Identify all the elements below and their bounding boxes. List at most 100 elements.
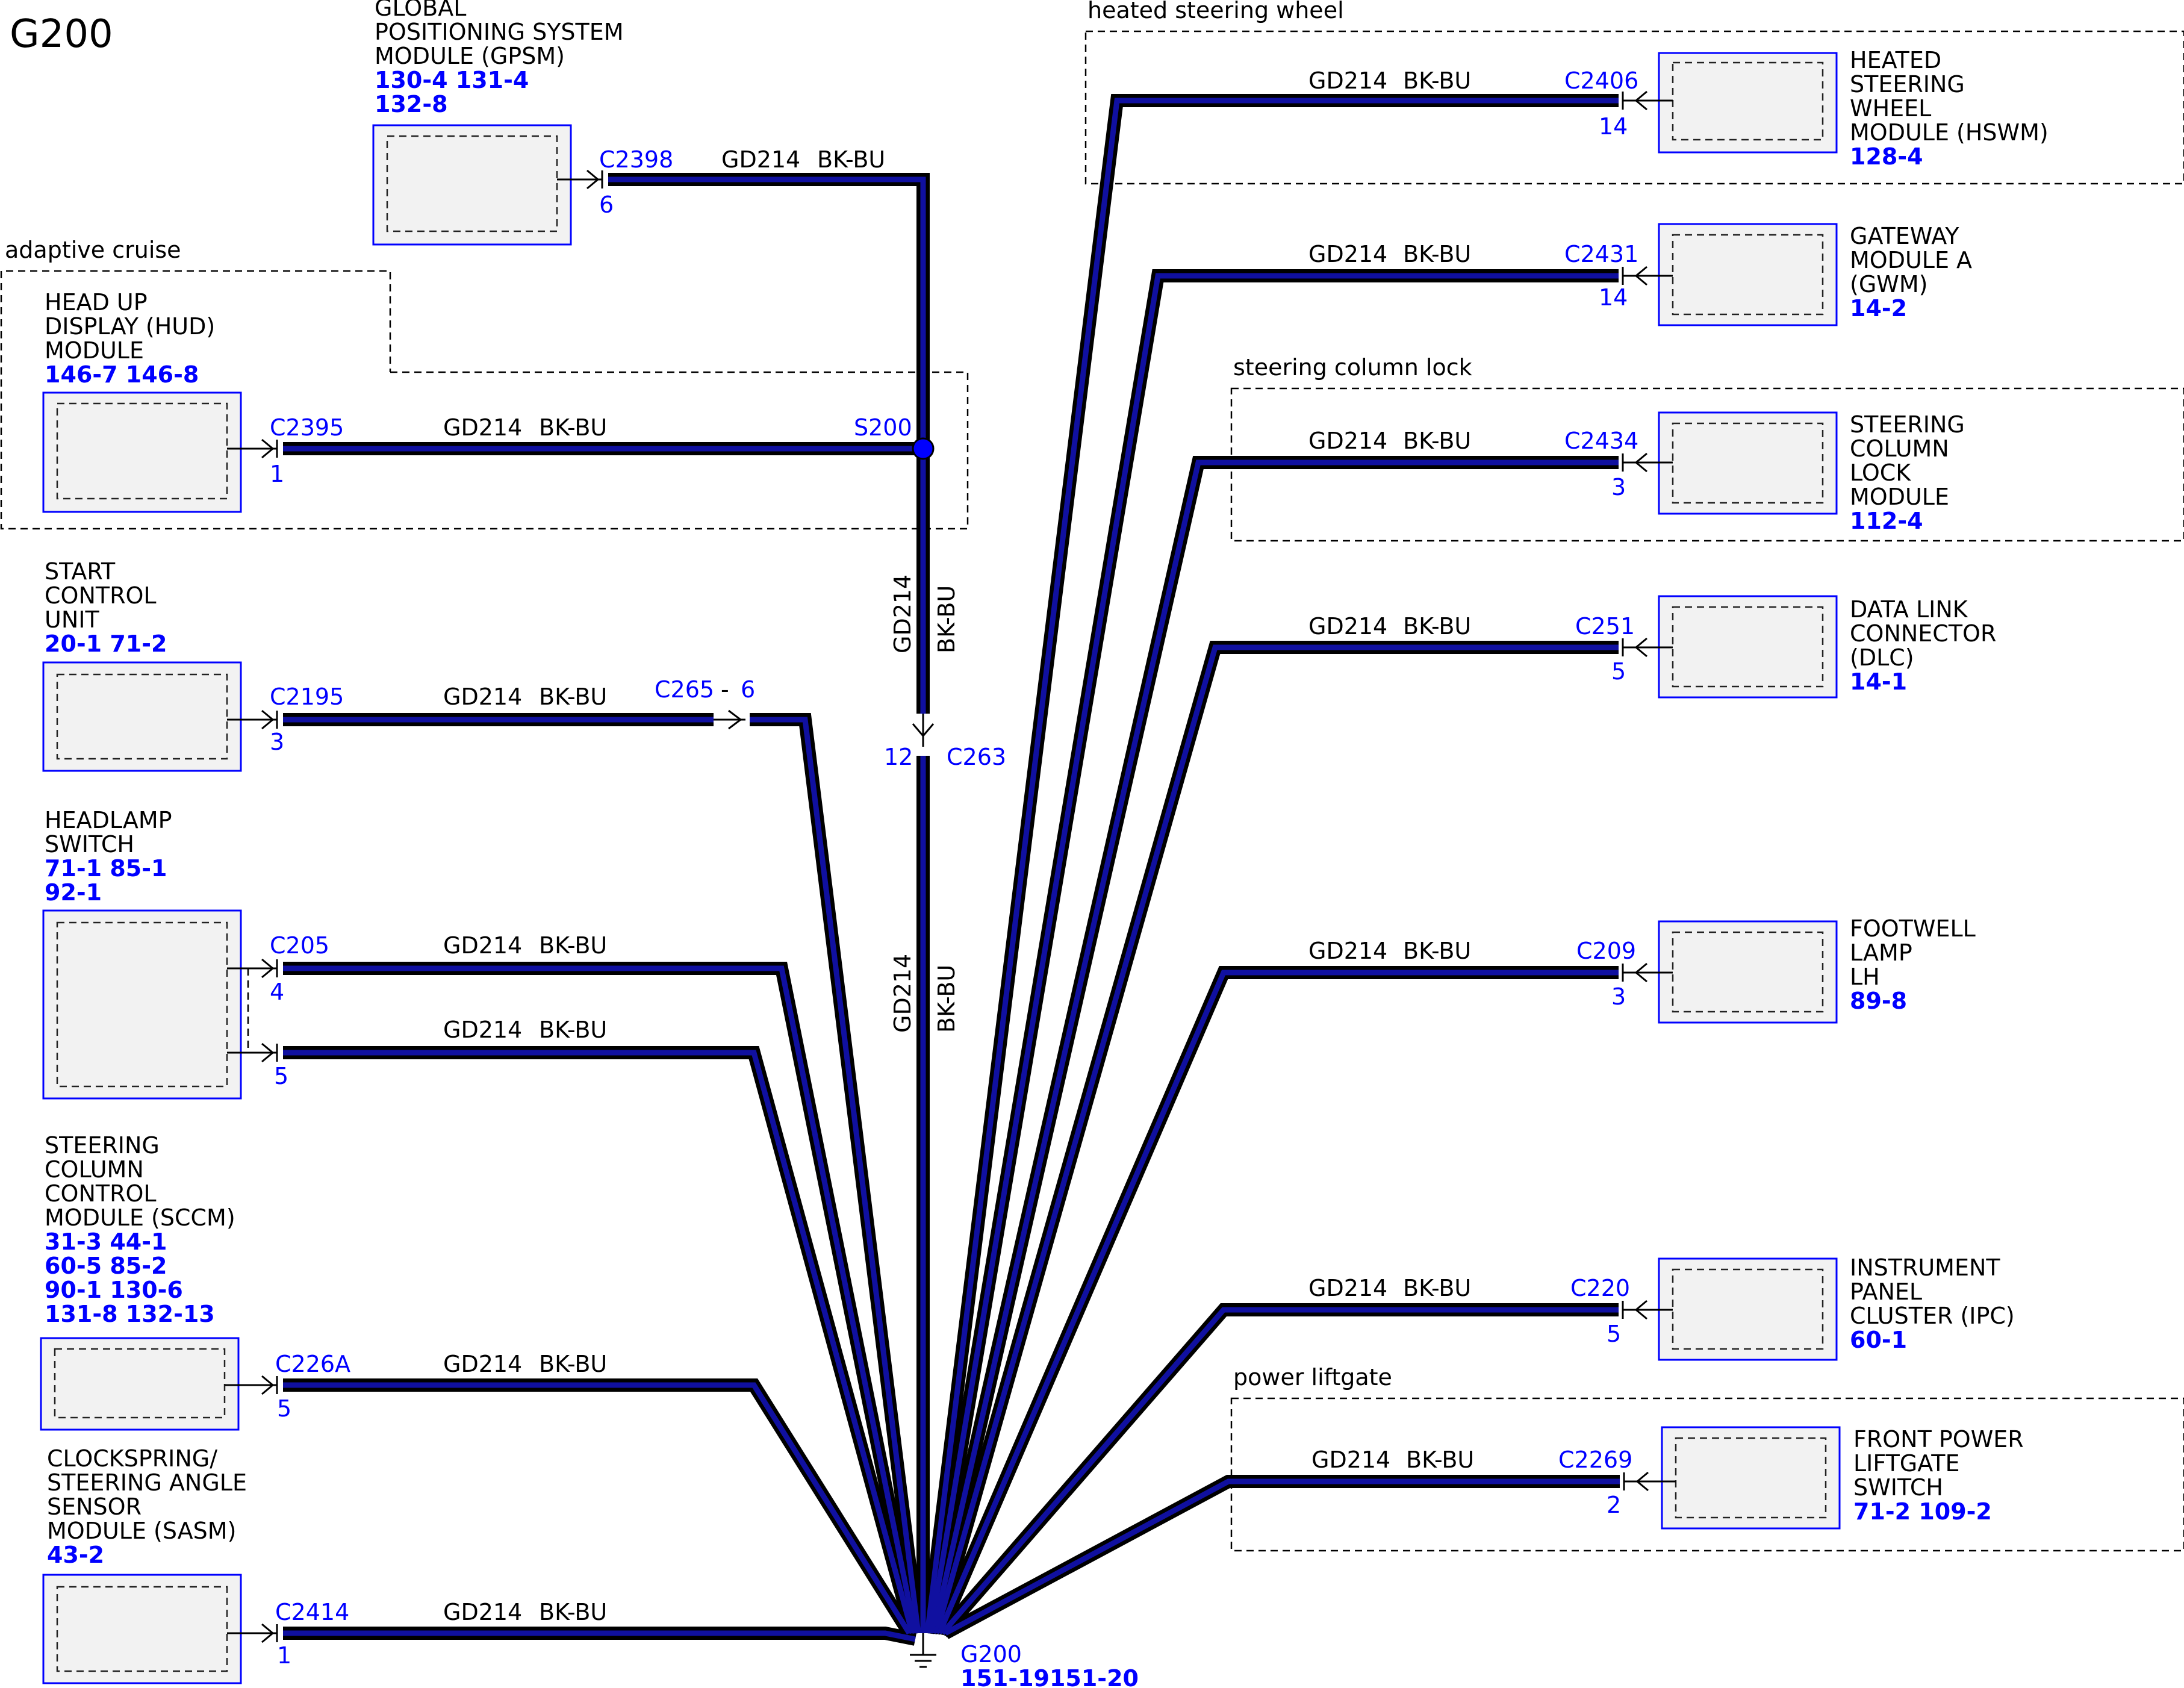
- module-name: MODULE (HSWM): [1850, 119, 2049, 146]
- c265-sep: -: [721, 676, 729, 703]
- pin-label: 1: [277, 1642, 291, 1669]
- module-name: CONTROL: [45, 582, 157, 609]
- group-power-liftgate: power liftgate: [1230, 1364, 2184, 1552]
- module-ref: 132-8: [375, 91, 448, 117]
- module-name: HEADLAMP: [45, 807, 172, 833]
- connector-label: C2406: [1564, 67, 1638, 94]
- wire-color: BK-BU: [1406, 1447, 1474, 1473]
- module-headlamp-switch: HEADLAMP SWITCH 71-1 85-1 92-1 C205 4 5 …: [42, 807, 607, 1100]
- pin-label: 3: [1611, 474, 1626, 500]
- group-label: power liftgate: [1233, 1364, 1392, 1391]
- module-name: LH: [1850, 964, 1880, 990]
- module-box: [40, 1337, 240, 1431]
- wire-code: GD214: [443, 1599, 522, 1625]
- pin-label: 6: [599, 192, 614, 218]
- wire-code: GD214: [1311, 1447, 1390, 1473]
- module-ref: 89-8: [1850, 988, 1907, 1014]
- connector-label: C209: [1576, 938, 1636, 964]
- module-box: [1658, 223, 1838, 326]
- wire-color: BK-BU: [539, 1351, 607, 1377]
- wires: [283, 94, 1620, 1646]
- wire-color: BK-BU: [1403, 428, 1471, 454]
- module-ref: 146-7 146-8: [45, 361, 199, 388]
- module-box: [42, 661, 242, 772]
- module-name: INSTRUMENT: [1850, 1254, 2000, 1281]
- module-name: GLOBAL: [375, 0, 466, 21]
- module-name: COLUMN: [45, 1156, 144, 1183]
- connector-label: C2431: [1564, 241, 1638, 267]
- wire-code: GD214: [1308, 67, 1387, 94]
- module-name: CLUSTER (IPC): [1850, 1303, 2015, 1329]
- module-name: HEATED: [1850, 47, 1941, 73]
- pin-label: 5: [274, 1063, 288, 1089]
- pin-label: 5: [277, 1395, 291, 1422]
- module-start-control-unit: START CONTROL UNIT 20-1 71-2 C2195 3 GD2…: [42, 558, 607, 772]
- pin-label: 3: [1611, 983, 1626, 1010]
- module-ref: 112-4: [1850, 508, 1923, 534]
- group-heated-steering-wheel: heated steering wheel: [1084, 0, 2184, 185]
- trunk-wire-code: GD214: [889, 575, 916, 653]
- module-name: FOOTWELL: [1850, 915, 1976, 942]
- connector-label: C2434: [1564, 428, 1638, 454]
- module-hud: HEAD UP DISPLAY (HUD) MODULE 146-7 146-8…: [42, 289, 607, 513]
- c263-label: C263: [947, 744, 1006, 770]
- module-name: SWITCH: [1853, 1474, 1943, 1501]
- wire-code: GD214: [443, 932, 522, 959]
- module-name: LIFTGATE: [1853, 1450, 1960, 1477]
- module-box: [1661, 1426, 1841, 1530]
- trunk-wire-code: GD214: [889, 954, 916, 1033]
- pin-label: 5: [1611, 658, 1626, 685]
- module-ipc: INSTRUMENT PANEL CLUSTER (IPC) 60-1 C220…: [1308, 1254, 2015, 1361]
- c265-label: C265: [655, 676, 714, 703]
- module-name: (GWM): [1850, 271, 1927, 297]
- ground-refs: 151-19151-20: [960, 1665, 1139, 1688]
- trunk-labels: GD214 BK-BU GD214 BK-BU: [889, 575, 960, 1033]
- module-name: (DLC): [1850, 644, 1914, 671]
- module-name: MODULE: [45, 337, 144, 364]
- module-name: DISPLAY (HUD): [45, 313, 215, 340]
- module-gpsm: GLOBAL POSITIONING SYSTEM MODULE (GPSM) …: [372, 0, 885, 246]
- module-sasm: CLOCKSPRING/ STEERING ANGLE SENSOR MODUL…: [42, 1445, 607, 1684]
- wire-color: BK-BU: [539, 414, 607, 441]
- module-front-power-liftgate-switch: FRONT POWER LIFTGATE SWITCH 71-2 109-2 C…: [1311, 1426, 2024, 1530]
- group-label: adaptive cruise: [5, 237, 181, 263]
- module-name: MODULE (GPSM): [375, 43, 565, 69]
- module-ref: 60-5 85-2: [45, 1253, 167, 1279]
- module-ref: 14-1: [1850, 668, 1907, 695]
- module-box: [42, 1574, 242, 1684]
- module-name: STEERING ANGLE: [47, 1469, 247, 1496]
- module-ref: 31-3 44-1: [45, 1229, 167, 1255]
- splice-label: S200: [854, 414, 912, 441]
- wire-code: GD214: [1308, 938, 1387, 964]
- module-ref: 71-1 85-1: [45, 855, 167, 882]
- wire-code: GD214: [1308, 1275, 1387, 1301]
- module-ref: 20-1 71-2: [45, 631, 167, 657]
- module-name: DATA LINK: [1850, 596, 1968, 623]
- wire-code: GD214: [443, 1351, 522, 1377]
- module-box: [42, 909, 242, 1100]
- ground-label: G200: [960, 1641, 1022, 1668]
- group-label: steering column lock: [1233, 354, 1472, 381]
- group-steering-column-lock: steering column lock: [1230, 354, 2184, 542]
- pin-label: 3: [270, 729, 284, 755]
- module-ref: 71-2 109-2: [1853, 1498, 1992, 1525]
- module-footwell-lamp: FOOTWELL LAMP LH 89-8 C209 3 GD214 BK-BU: [1308, 915, 1976, 1024]
- inline-connector-c263: 12 C263: [884, 714, 1006, 770]
- wire-code: GD214: [721, 146, 800, 173]
- ground-g200: G200 151-19151-20: [910, 1633, 1139, 1688]
- module-name: COLUMN: [1850, 435, 1949, 462]
- connector-label: C2269: [1558, 1447, 1632, 1473]
- module-name: SENSOR: [47, 1493, 142, 1520]
- connector-label: C2414: [275, 1599, 349, 1625]
- connector-label: C205: [270, 932, 329, 959]
- inline-connector-c265: C265 - 6: [655, 676, 755, 730]
- wire-color: BK-BU: [539, 1017, 607, 1043]
- module-name: POSITIONING SYSTEM: [375, 19, 624, 45]
- module-name: CLOCKSPRING/: [47, 1445, 217, 1472]
- module-ref: 130-4 131-4: [375, 67, 529, 93]
- module-name: HEAD UP: [45, 289, 148, 316]
- wire-color: BK-BU: [1403, 938, 1471, 964]
- wire-color: BK-BU: [539, 932, 607, 959]
- module-name: FRONT POWER: [1853, 1426, 2024, 1453]
